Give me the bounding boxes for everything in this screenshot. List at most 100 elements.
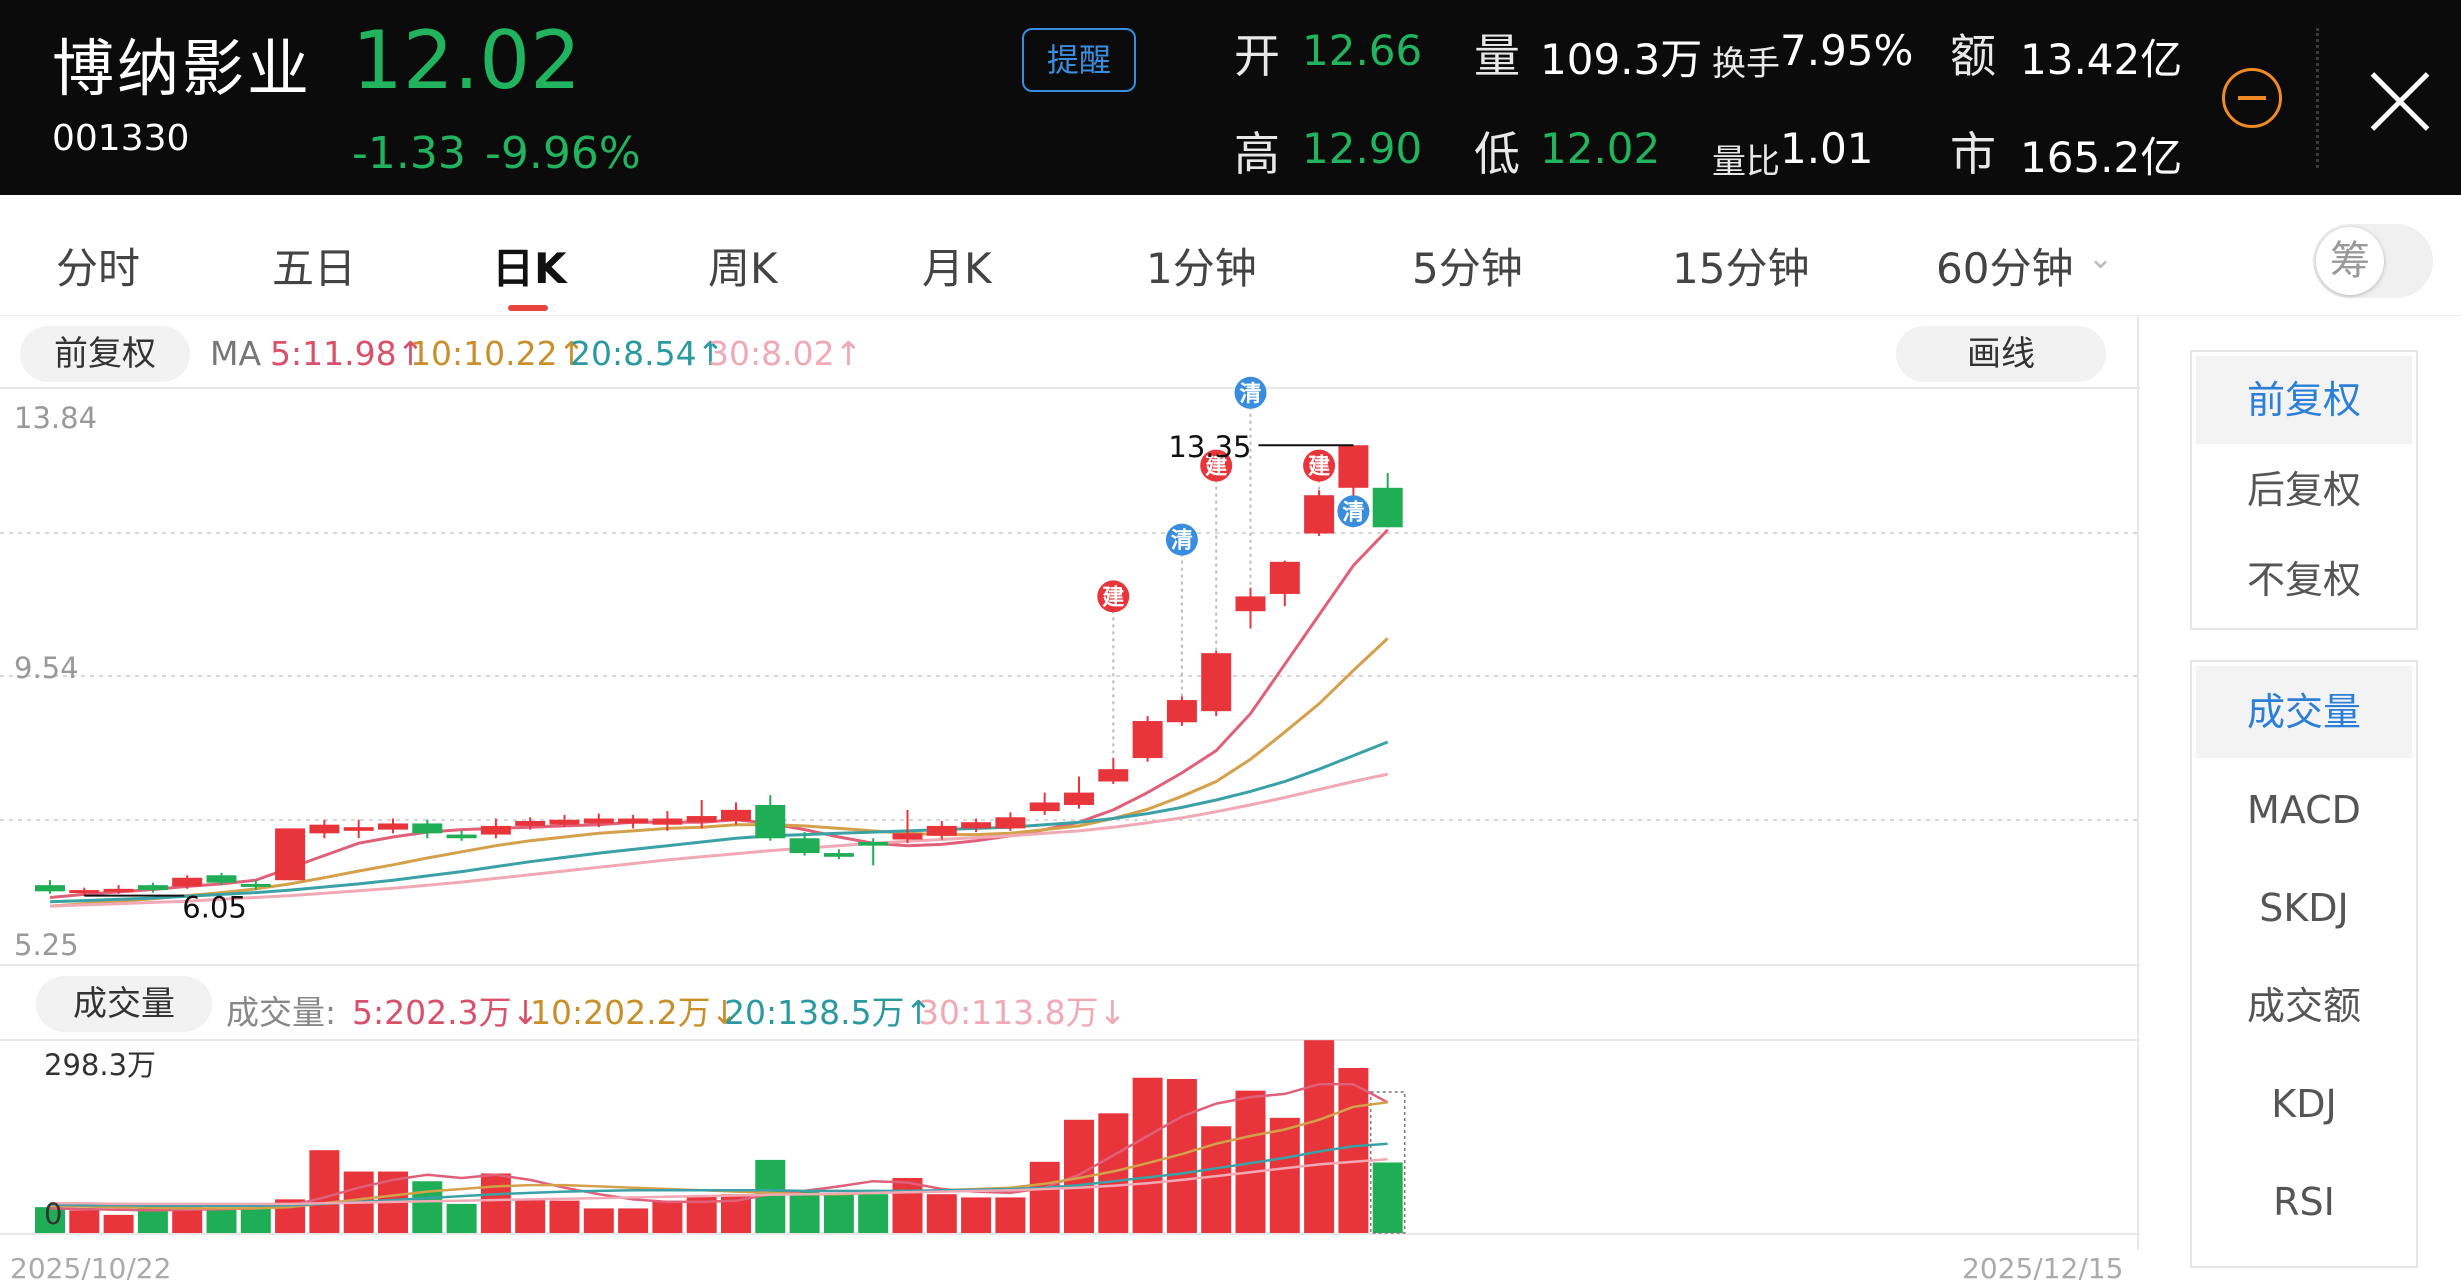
signal-label: 清 <box>1171 528 1193 554</box>
open-label: 开 <box>1234 29 1280 83</box>
indicator-option-kdj[interactable]: KDJ <box>2271 1082 2337 1126</box>
candle-body <box>789 838 820 854</box>
candle-body <box>926 825 957 836</box>
volume-bars <box>35 1040 1406 1234</box>
axis-labels: 13.84 9.54 5.25 298.3万 0 2025/10/22 2025… <box>10 401 2123 1280</box>
candle-body <box>1098 769 1129 782</box>
ma-line-ma30 <box>49 772 1389 908</box>
indicator-option-volume[interactable]: 成交量 <box>2196 666 2412 758</box>
ma10-legend: 10:10.22↑ <box>410 334 586 373</box>
amount-value: 13.42亿 <box>2020 35 2183 84</box>
volume-bar <box>892 1178 923 1233</box>
candle-body <box>480 825 511 835</box>
candle-body <box>1201 653 1232 712</box>
indicator-option-rsi[interactable]: RSI <box>2273 1180 2335 1224</box>
stock-code: 001330 <box>52 118 190 159</box>
price-change: -1.33 <box>352 128 466 179</box>
turnover-label: 换手 <box>1712 44 1780 84</box>
amount-label: 额 <box>1950 29 1996 83</box>
chip-toggle-knob[interactable]: 筹 <box>2316 227 2384 295</box>
indicator-option-macd[interactable]: MACD <box>2247 788 2361 832</box>
candle-body <box>206 875 237 883</box>
candles <box>35 445 1403 896</box>
volume-bar <box>961 1197 992 1233</box>
candle-body <box>1269 561 1300 594</box>
high-label: 高 <box>1234 127 1280 181</box>
signal-label: 建 <box>1308 455 1330 480</box>
remove-watchlist-icon[interactable] <box>2222 68 2282 128</box>
x-axis-start-label: 2025/10/22 <box>10 1252 171 1280</box>
adjust-option-forward[interactable]: 前复权 <box>2196 356 2412 444</box>
candle-body <box>961 822 992 829</box>
candle-body <box>892 833 923 840</box>
indicator-options-panel: 成交量 MACD SKDJ 成交额 KDJ RSI <box>2190 660 2418 1268</box>
candle-body <box>309 824 340 834</box>
tab-monthly-k[interactable]: 月K <box>922 244 992 293</box>
volume-bar <box>446 1203 477 1233</box>
candle-body <box>412 823 443 834</box>
volume-bar <box>789 1191 820 1233</box>
stock-name: 博纳影业 <box>52 32 313 105</box>
volume-bar <box>206 1208 237 1233</box>
candle-body <box>1338 445 1369 488</box>
tab-daily-k[interactable]: 日K <box>492 244 567 293</box>
candle-body <box>686 816 717 823</box>
candle-body <box>69 890 100 894</box>
volume-ratio-label: 量比 <box>1712 142 1780 182</box>
y-axis-label-bottom: 5.25 <box>14 928 79 962</box>
indicator-option-skdj[interactable]: SKDJ <box>2259 886 2349 930</box>
price-change-percent: -9.96% <box>485 128 641 179</box>
tab-15min[interactable]: 15分钟 <box>1672 244 1810 293</box>
chevron-down-icon[interactable]: ⌄ <box>2088 241 2114 276</box>
tab-1min[interactable]: 1分钟 <box>1146 244 1257 293</box>
signal-badge <box>1337 495 1370 528</box>
market-cap-label: 市 <box>1950 127 1996 181</box>
volume-bar <box>480 1173 511 1233</box>
ma-line-ma5 <box>49 528 1389 899</box>
adjust-mode-pill[interactable]: 前复权 <box>20 326 190 382</box>
signal-label: 清 <box>1239 381 1261 407</box>
adjust-option-backward[interactable]: 后复权 <box>2246 468 2361 512</box>
vol-ma10-legend: 10:202.2万↓ <box>530 993 739 1032</box>
ma20-legend: 20:8.54↑ <box>570 334 725 373</box>
tab-5min[interactable]: 5分钟 <box>1412 244 1523 293</box>
draw-line-button[interactable]: 画线 <box>1896 326 2106 382</box>
candle-body <box>583 818 614 824</box>
close-icon[interactable] <box>2365 66 2435 136</box>
candle-body <box>995 817 1026 829</box>
volume-bar <box>137 1208 168 1233</box>
candle-body <box>823 853 854 857</box>
volume-bar <box>926 1194 957 1233</box>
ma-line-ma20 <box>49 740 1389 904</box>
volume-bar <box>172 1207 203 1233</box>
volume-axis-max: 298.3万 <box>44 1048 156 1082</box>
signal-badge <box>1200 449 1233 482</box>
candle-body <box>515 820 546 826</box>
vol-ma20-legend: 20:138.5万↑ <box>724 993 933 1032</box>
vol-ma30-legend: 30:113.8万↓ <box>918 993 1127 1032</box>
candle-body <box>1132 721 1163 759</box>
volume-bar <box>35 1207 65 1233</box>
volume-bar <box>1269 1117 1300 1233</box>
open-value: 12.66 <box>1302 26 1423 75</box>
adjust-option-none[interactable]: 不复权 <box>2246 558 2361 602</box>
volume-bar <box>1132 1077 1163 1233</box>
tab-intraday[interactable]: 分时 <box>56 244 141 293</box>
volume-ma-line-ma30 <box>50 1157 1388 1206</box>
tab-60min[interactable]: 60分钟 <box>1936 244 2074 293</box>
candle-body <box>1029 802 1060 812</box>
candle-body <box>1064 792 1094 805</box>
candle-body <box>35 885 65 892</box>
signal-badge <box>1303 449 1336 482</box>
tab-weekly-k[interactable]: 周K <box>708 244 778 293</box>
indicator-option-amount[interactable]: 成交额 <box>2246 984 2361 1028</box>
volume-bar <box>995 1197 1026 1233</box>
volume-bar <box>69 1210 100 1233</box>
y-axis-label-mid: 9.54 <box>14 651 79 685</box>
volume-bar <box>1029 1161 1060 1233</box>
volume-indicator-pill[interactable]: 成交量 <box>36 976 212 1032</box>
tab-five-day[interactable]: 五日 <box>272 244 357 293</box>
remind-button[interactable]: 提醒 <box>1022 28 1136 92</box>
